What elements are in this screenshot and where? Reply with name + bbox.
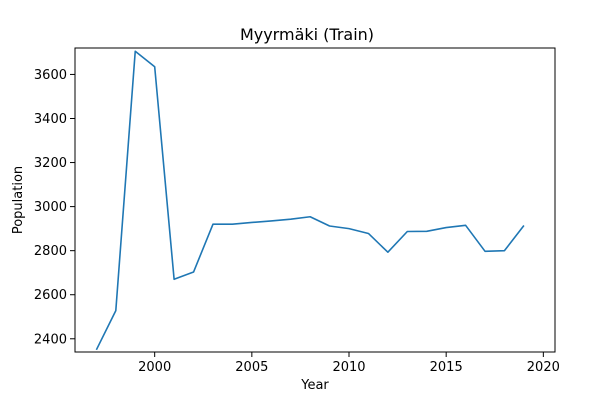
y-axis-label: Population bbox=[11, 166, 26, 234]
x-tick-label: 2005 bbox=[235, 360, 268, 375]
x-axis-label: Year bbox=[300, 378, 329, 393]
chart-title: Myyrmäki (Train) bbox=[240, 25, 374, 44]
y-tick-label: 3600 bbox=[34, 68, 67, 83]
x-tick-label: 2020 bbox=[527, 360, 560, 375]
x-tick-label: 2000 bbox=[138, 360, 171, 375]
y-tick-label: 3000 bbox=[34, 200, 67, 215]
y-tick-label: 3400 bbox=[34, 112, 67, 127]
y-tick-label: 2800 bbox=[34, 244, 67, 259]
y-axis-ticks: 2400 2600 2800 3000 3200 3400 3600 bbox=[34, 68, 75, 347]
y-tick-label: 2600 bbox=[34, 288, 67, 303]
x-tick-label: 2010 bbox=[332, 360, 365, 375]
y-tick-label: 3200 bbox=[34, 156, 67, 171]
x-axis-ticks: 2000 2005 2010 2015 2020 bbox=[138, 352, 560, 375]
series-line-0 bbox=[95, 50, 525, 351]
y-tick-label: 2400 bbox=[34, 332, 67, 347]
x-tick-label: 2015 bbox=[430, 360, 463, 375]
plot-frame bbox=[74, 47, 556, 353]
plot-area bbox=[95, 50, 525, 351]
